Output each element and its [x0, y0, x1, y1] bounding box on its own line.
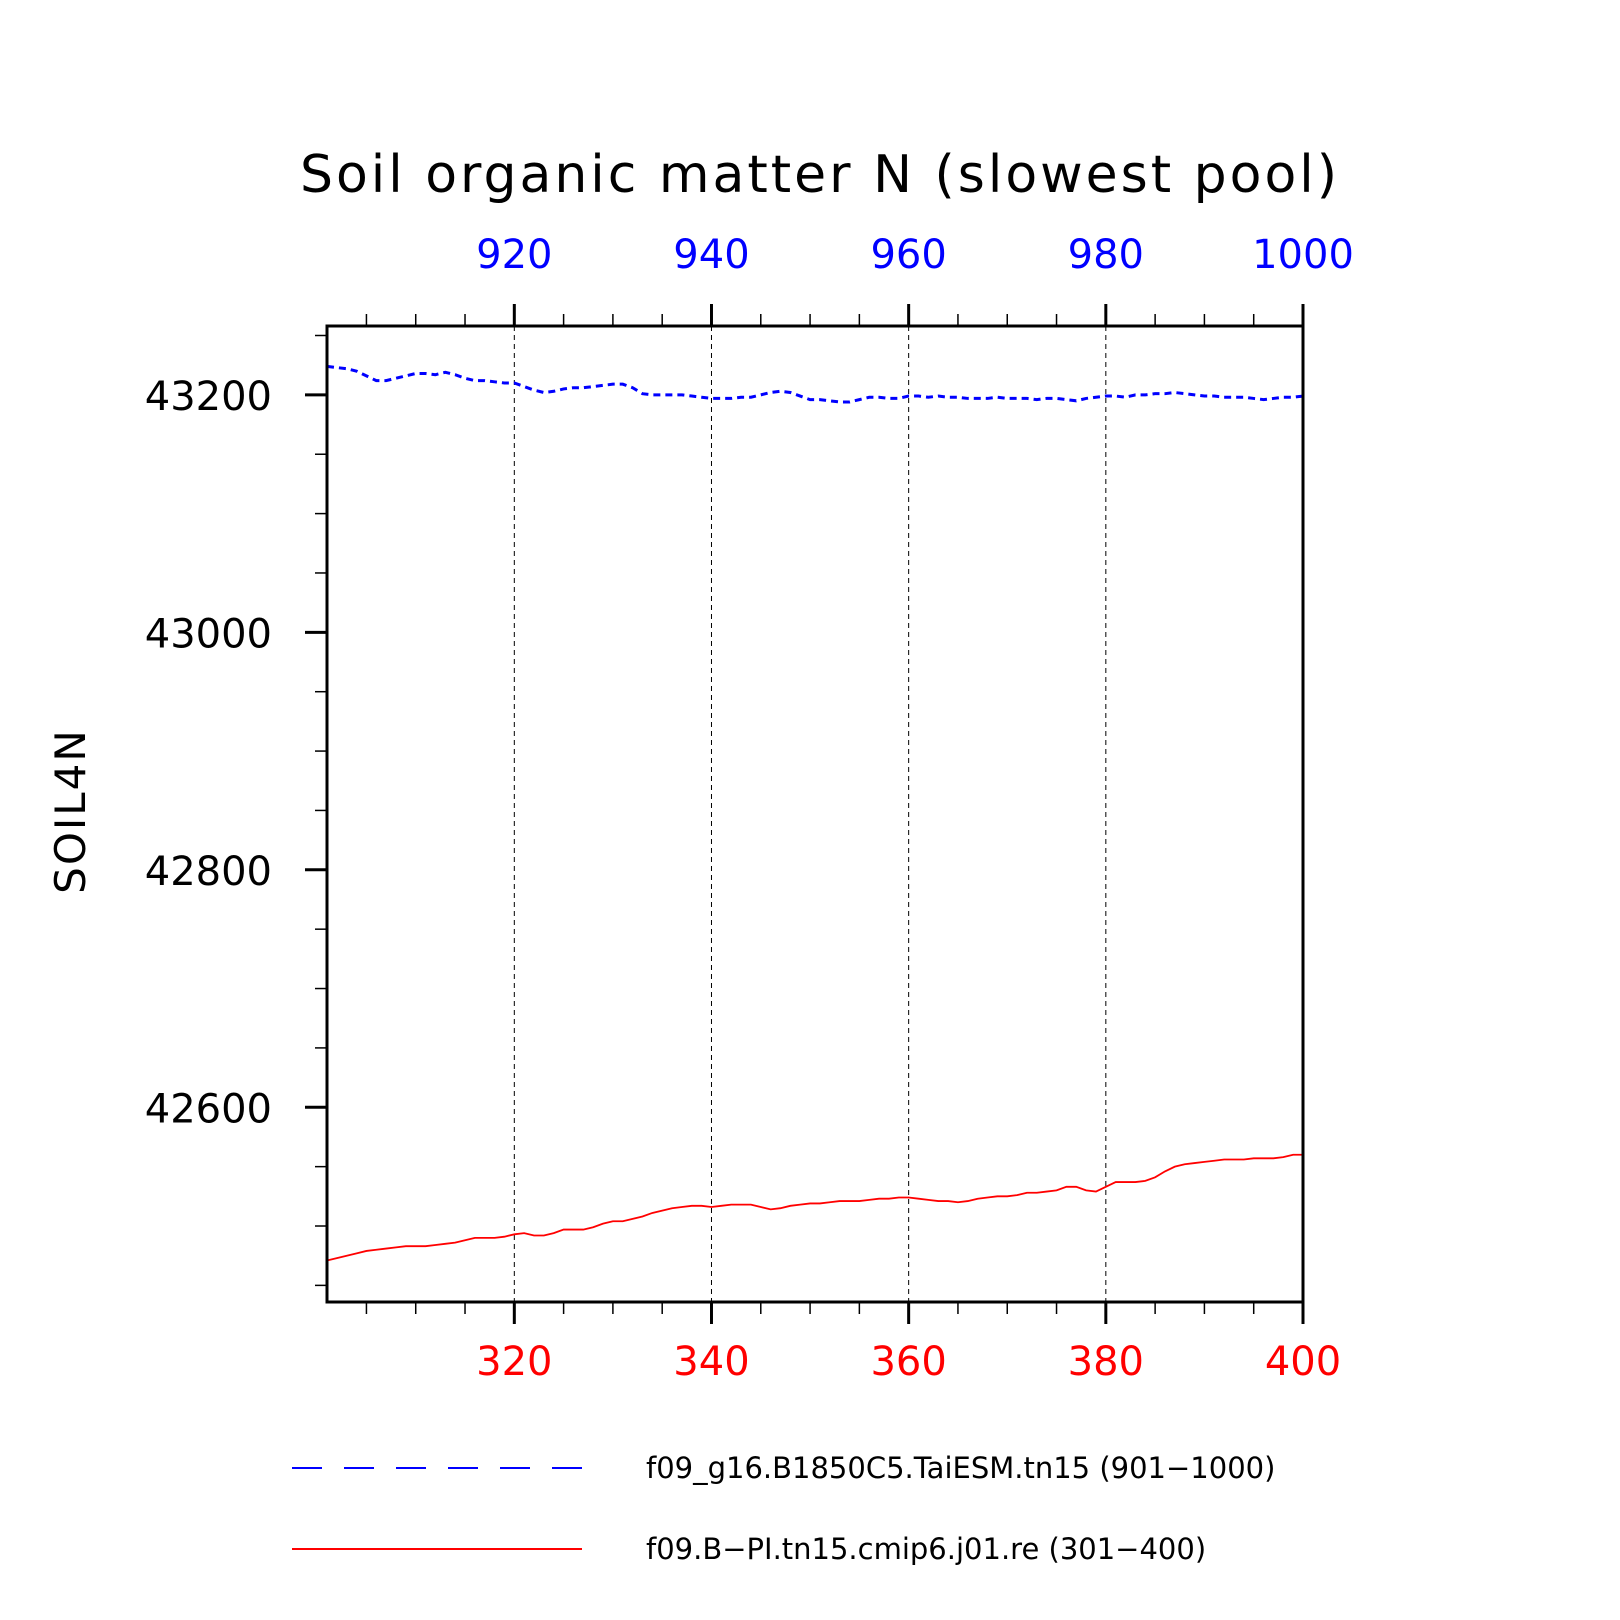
y-tick-label: 43000 — [145, 611, 272, 657]
series-line-blue — [326, 364, 1304, 404]
plot-area: 320 340 360 380 400 920 940 960 980 1000 42600 4280… — [145, 232, 1354, 1385]
x-top-tick-label: 920 — [476, 232, 552, 278]
x-top-tick-label: 980 — [1068, 232, 1144, 278]
x-top-tick-label: 940 — [673, 232, 749, 278]
y-tick-label: 43200 — [145, 374, 272, 420]
x-bottom-tick-label: 380 — [1068, 1339, 1144, 1385]
y-tick-label: 42800 — [145, 849, 272, 895]
plot-frame — [325, 324, 1305, 1304]
legend-label-blue: f09_g16.B1850C5.TaiESM.tn15 (901−1000) — [646, 1451, 1275, 1485]
x-bottom-tick-label: 340 — [673, 1339, 749, 1385]
x-top-tick-label: 1000 — [1252, 232, 1354, 278]
chart-title: Soil organic matter N (slowest pool) — [300, 145, 1340, 205]
x-top-tick-label: 960 — [870, 232, 946, 278]
legend: f09_g16.B1850C5.TaiESM.tn15 (901−1000) f… — [292, 1451, 1275, 1566]
series-line-red — [326, 1153, 1303, 1262]
x-bottom-tick-label: 320 — [476, 1339, 552, 1385]
x-bottom-tick-label: 360 — [870, 1339, 946, 1385]
legend-label-red: f09.B−PI.tn15.cmip6.j01.re (301−400) — [646, 1532, 1206, 1566]
y-tick-label: 42600 — [145, 1086, 272, 1132]
y-axis-label: SOIL4N — [46, 728, 95, 894]
x-bottom-tick-label: 400 — [1265, 1339, 1341, 1385]
